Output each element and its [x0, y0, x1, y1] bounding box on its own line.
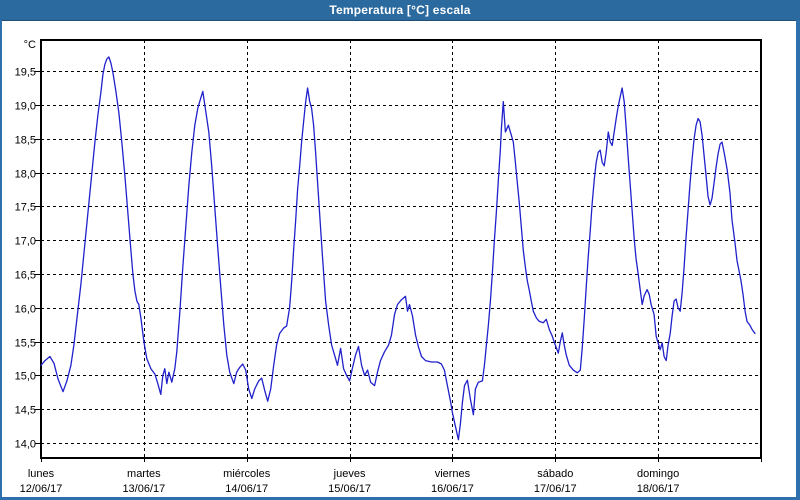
y-tick-label: 19,0: [15, 101, 36, 113]
y-tick-label: 18,0: [15, 169, 36, 181]
x-day-label: sábado: [537, 468, 573, 480]
y-tick-label: 19,5: [15, 67, 36, 79]
y-axis-unit-label: °C: [24, 39, 36, 51]
y-tick-label: 17,5: [15, 202, 36, 214]
y-tick-label: 18,5: [15, 135, 36, 147]
x-date-label: 18/06/17: [637, 483, 680, 495]
x-day-label: viernes: [435, 468, 471, 480]
temperature-line: [40, 56, 756, 441]
x-date-label: 12/06/17: [20, 483, 63, 495]
y-tick-label: 15,0: [15, 371, 36, 383]
x-date-label: 17/06/17: [534, 483, 577, 495]
y-tick-label: 16,5: [15, 270, 36, 282]
y-tick-label: 14,5: [15, 405, 36, 417]
x-day-label: miércoles: [223, 468, 271, 480]
x-day-label: jueves: [333, 468, 366, 480]
x-date-label: 16/06/17: [431, 483, 474, 495]
window-titlebar[interactable]: Temperatura [°C] escala: [0, 0, 800, 21]
x-date-label: 15/06/17: [328, 483, 371, 495]
x-date-label: 14/06/17: [225, 483, 268, 495]
x-day-label: lunes: [28, 468, 55, 480]
y-tick-label: 14,0: [15, 439, 36, 451]
x-day-label: domingo: [637, 468, 679, 480]
window-border-bottom: [0, 497, 800, 500]
x-date-label: 13/06/17: [122, 483, 165, 495]
y-tick-label: 16,0: [15, 304, 36, 316]
plot-border: [40, 39, 762, 459]
window-border-left: [0, 20, 2, 500]
y-tick-label: 17,0: [15, 236, 36, 248]
window-border-right: [796, 20, 800, 500]
x-day-label: martes: [127, 468, 161, 480]
window-title: Temperatura [°C] escala: [329, 3, 471, 17]
y-tick-label: 15,5: [15, 338, 36, 350]
